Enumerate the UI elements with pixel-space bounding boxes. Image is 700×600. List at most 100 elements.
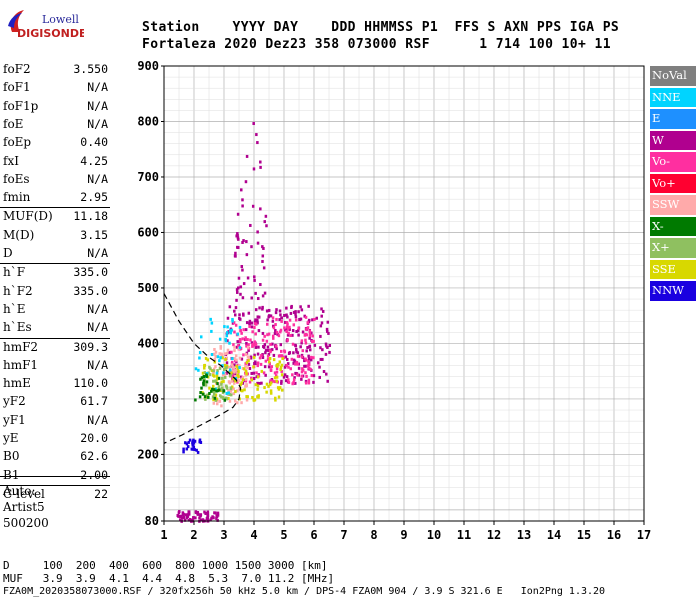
x-tick-label: 1 xyxy=(160,528,167,542)
echo-point xyxy=(233,330,236,334)
echo-point xyxy=(258,306,261,310)
echo-point xyxy=(252,371,256,375)
echo-point xyxy=(253,278,256,282)
echo-point xyxy=(227,391,230,395)
autoscaler-version: 500200 xyxy=(3,516,49,530)
echo-point xyxy=(239,383,242,387)
echo-point xyxy=(238,397,241,401)
echo-point xyxy=(241,198,244,202)
echo-point xyxy=(234,390,237,394)
param-value: 61.7 xyxy=(80,394,108,409)
echo-point xyxy=(307,363,311,367)
echo-point xyxy=(261,259,264,263)
legend-item: NoVal xyxy=(650,66,696,86)
echo-point xyxy=(285,313,288,317)
param-name: B1 xyxy=(3,467,20,482)
echo-point xyxy=(230,379,234,383)
echo-point xyxy=(245,398,249,402)
echo-point xyxy=(301,349,305,353)
param-name: h`Es xyxy=(3,320,32,335)
legend-item: X+ xyxy=(650,238,696,258)
echo-point xyxy=(324,352,328,356)
echo-point xyxy=(261,245,264,249)
echo-point xyxy=(236,366,240,370)
echo-point xyxy=(220,395,223,399)
echo-point xyxy=(238,317,242,321)
echo-point xyxy=(216,355,220,359)
param-name: foF1 xyxy=(3,80,31,95)
echo-point xyxy=(310,331,313,335)
echo-point xyxy=(287,380,291,384)
echo-point xyxy=(230,385,234,389)
echo-point xyxy=(255,133,258,137)
echo-point xyxy=(226,392,230,396)
echo-point xyxy=(230,363,234,367)
echo-point xyxy=(225,366,228,370)
param-value: N/A xyxy=(87,320,108,335)
param-value: 110.0 xyxy=(73,376,108,391)
echo-point xyxy=(228,305,232,309)
echo-point xyxy=(291,329,295,333)
echo-point xyxy=(182,515,185,519)
echo-point xyxy=(253,353,256,357)
echo-point xyxy=(244,336,247,340)
echo-point xyxy=(277,363,280,367)
echo-point xyxy=(204,512,207,516)
echo-point xyxy=(235,358,238,362)
echo-point xyxy=(231,360,234,364)
echo-point xyxy=(239,285,243,289)
param-name: MUF(D) xyxy=(3,209,53,224)
echo-point xyxy=(303,333,307,337)
x-tick-label: 14 xyxy=(547,528,561,542)
echo-point xyxy=(246,345,250,349)
echo-point xyxy=(260,369,264,373)
param-name: hmE xyxy=(3,376,31,391)
echo-point xyxy=(238,338,242,342)
echo-point xyxy=(328,350,331,354)
echo-point xyxy=(239,329,242,333)
echo-point xyxy=(301,367,304,371)
echo-point xyxy=(262,345,266,349)
echo-point xyxy=(239,339,242,343)
echo-point xyxy=(313,317,316,321)
echo-point xyxy=(228,368,232,372)
echo-point xyxy=(308,334,312,338)
echo-point xyxy=(327,331,330,335)
echo-point xyxy=(179,514,182,518)
echo-point xyxy=(196,450,200,454)
echo-point xyxy=(229,331,233,335)
echo-point xyxy=(216,511,220,515)
echo-point xyxy=(248,366,252,370)
echo-point xyxy=(299,345,302,349)
echo-point xyxy=(205,380,209,384)
echo-point xyxy=(310,374,314,378)
echo-point xyxy=(307,360,310,364)
echo-point xyxy=(186,445,190,449)
echo-point xyxy=(231,357,234,361)
logo-swirl-2 xyxy=(8,13,22,28)
echo-point xyxy=(271,324,275,328)
echo-point xyxy=(229,387,233,391)
echo-point xyxy=(267,384,270,388)
echo-point xyxy=(263,291,267,295)
svg-text:Lowell: Lowell xyxy=(42,13,79,26)
echo-point xyxy=(245,372,248,376)
x-tick-label: 8 xyxy=(370,528,377,542)
echo-point xyxy=(242,312,245,316)
param-name: h`F2 xyxy=(3,283,33,298)
echo-point xyxy=(220,387,224,391)
echo-point xyxy=(213,374,216,378)
param-value: N/A xyxy=(87,116,108,131)
echo-point xyxy=(234,354,238,358)
echo-point xyxy=(237,344,240,348)
echo-point xyxy=(278,309,282,313)
echo-point xyxy=(182,447,185,451)
param-value: 0.40 xyxy=(80,135,108,150)
echo-point xyxy=(237,286,240,290)
echo-point xyxy=(226,325,229,329)
echo-point xyxy=(325,327,329,331)
echo-point xyxy=(232,381,236,385)
legend: NoVal NNE E W Vo- Vo+ SSW X- X+ SSE NNW xyxy=(650,66,696,303)
echo-point xyxy=(236,389,239,393)
echo-point xyxy=(283,373,287,377)
